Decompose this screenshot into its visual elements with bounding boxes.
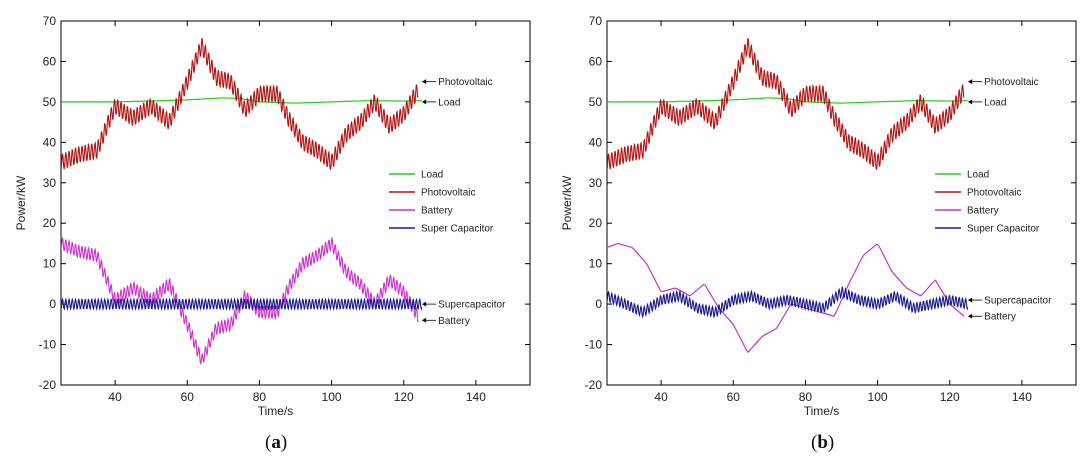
x-axis-label: Time/s xyxy=(258,404,294,418)
legend-label: Photovoltaic xyxy=(421,188,475,199)
y-tick-label: -10 xyxy=(39,338,57,352)
annotation-label: Supercapacitor xyxy=(984,296,1052,307)
series-line-photovoltaic xyxy=(607,38,965,171)
annotation-arrowhead xyxy=(422,301,427,307)
x-tick-label: 80 xyxy=(253,390,267,404)
panel-tag-a: (a) xyxy=(265,432,287,454)
y-tick-label: 0 xyxy=(595,297,602,311)
x-tick-label: 40 xyxy=(108,390,122,404)
y-axis-label: Power/kW xyxy=(14,175,28,230)
annotation-label: Load xyxy=(984,97,1006,108)
legend-label: Load xyxy=(421,170,443,181)
legend-label: Battery xyxy=(421,206,453,217)
x-tick-label: 120 xyxy=(940,390,960,404)
y-tick-label: 60 xyxy=(43,54,57,68)
y-tick-label: 40 xyxy=(43,135,57,149)
y-axis-label: Power/kW xyxy=(560,175,574,230)
y-tick-label: 30 xyxy=(589,176,603,190)
y-tick-label: -20 xyxy=(39,378,57,392)
legend: Load Photovoltaic Battery Super Capacitor xyxy=(382,163,524,241)
chart-panel-b: -20 -10 0 10 20 30 40 50 60 70 40 60 80 100 120 140 Time… xyxy=(560,14,1077,418)
y-tick-label: 30 xyxy=(43,176,57,190)
y-tick-label: 40 xyxy=(589,135,603,149)
legend-label: Super Capacitor xyxy=(967,224,1040,235)
annotation-arrowhead xyxy=(968,297,973,303)
y-tick-label: 70 xyxy=(589,14,603,28)
panel-tag-b-open: ( xyxy=(811,432,818,453)
panel-tag-a-letter: a xyxy=(271,432,281,453)
x-tick-label: 100 xyxy=(322,390,342,404)
x-tick-label: 120 xyxy=(394,390,414,404)
x-tick-label: 140 xyxy=(466,390,486,404)
y-tick-label: 10 xyxy=(589,257,603,271)
annotation-label: Photovoltaic xyxy=(984,77,1038,88)
legend-label: Photovoltaic xyxy=(967,188,1021,199)
annotation-label: Photovoltaic xyxy=(438,77,492,88)
legend: Load Photovoltaic Battery Super Capacitor xyxy=(928,163,1070,241)
y-tick-label: 20 xyxy=(589,216,603,230)
y-tick-label: 10 xyxy=(43,257,57,271)
annotation-label: Battery xyxy=(984,312,1016,323)
annotation-arrowhead xyxy=(422,317,427,323)
panel-tag-a-close: ) xyxy=(280,432,288,453)
annotation-arrowhead xyxy=(968,99,973,105)
annotation-arrowhead xyxy=(968,313,973,319)
y-tick-label: 20 xyxy=(43,216,57,230)
chart-panel-a: -20 -10 0 10 20 30 40 50 60 70 40 60 80 100 120 140 Time… xyxy=(14,14,531,418)
panel-tag-a-open: ( xyxy=(265,432,272,453)
annotation-arrowhead xyxy=(422,99,427,105)
legend-label: Super Capacitor xyxy=(421,224,494,235)
series-line-photovoltaic xyxy=(61,38,419,171)
y-tick-label: 70 xyxy=(43,14,57,28)
x-tick-label: 80 xyxy=(799,390,813,404)
series-line-supercapacitor xyxy=(607,285,969,319)
legend-label: Load xyxy=(967,170,989,181)
y-tick-label: -20 xyxy=(585,378,603,392)
series-line-battery xyxy=(607,242,965,354)
x-tick-label: 140 xyxy=(1012,390,1032,404)
y-tick-label: 0 xyxy=(49,297,56,311)
annotation-label: Battery xyxy=(438,316,470,327)
series-line-supercapacitor xyxy=(61,297,423,311)
x-tick-label: 60 xyxy=(181,390,195,404)
y-tick-label: 50 xyxy=(589,95,603,109)
y-tick-label: 50 xyxy=(43,95,57,109)
annotation-arrowhead xyxy=(968,79,973,85)
y-tick-label: -10 xyxy=(585,338,603,352)
x-tick-label: 40 xyxy=(654,390,668,404)
annotation-label: Supercapacitor xyxy=(438,300,506,311)
x-tick-label: 60 xyxy=(727,390,741,404)
x-axis-label: Time/s xyxy=(804,404,840,418)
annotation-arrowhead xyxy=(422,79,427,85)
panel-tag-b: (b) xyxy=(811,432,834,454)
x-tick-label: 100 xyxy=(868,390,888,404)
panel-tag-b-close: ) xyxy=(827,432,835,453)
legend-label: Battery xyxy=(967,206,999,217)
annotation-label: Load xyxy=(438,97,460,108)
series-line-battery xyxy=(61,235,419,365)
y-tick-label: 60 xyxy=(589,54,603,68)
panel-tag-b-letter: b xyxy=(817,432,828,453)
